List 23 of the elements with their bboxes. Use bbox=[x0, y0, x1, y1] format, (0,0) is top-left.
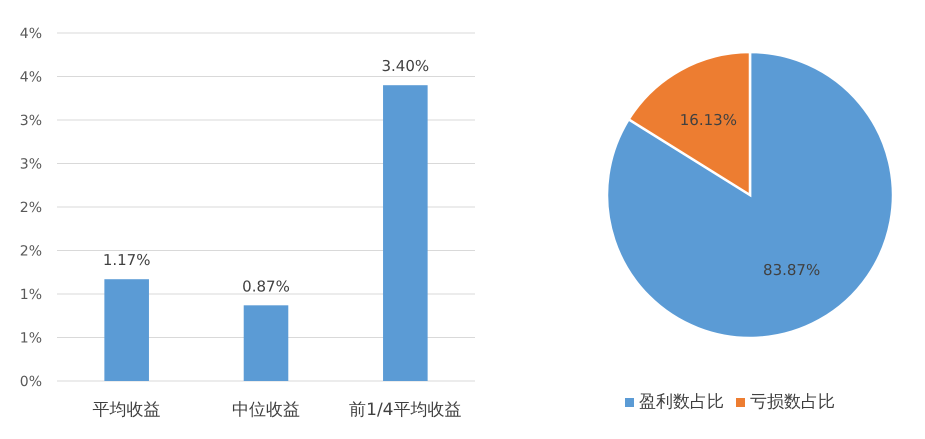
y-tick-label: 3% bbox=[20, 156, 42, 172]
bar bbox=[244, 305, 288, 381]
y-tick-label: 0% bbox=[20, 374, 42, 390]
y-tick-label: 1% bbox=[20, 287, 42, 303]
x-tick-label: 平均收益 bbox=[92, 400, 161, 420]
y-tick-label: 4% bbox=[20, 70, 42, 86]
x-tick-label: 前1/4平均收益 bbox=[349, 400, 462, 420]
x-tick-label: 中位收益 bbox=[232, 400, 300, 420]
legend-label: 盈利数占比 bbox=[639, 392, 724, 412]
bar bbox=[104, 279, 149, 381]
bar bbox=[383, 85, 428, 381]
y-tick-label: 3% bbox=[20, 113, 42, 129]
y-tick-label: 2% bbox=[20, 244, 42, 260]
data-label: 0.87% bbox=[242, 277, 290, 296]
data-label: 1.17% bbox=[102, 251, 150, 270]
legend-label: 亏损数占比 bbox=[750, 392, 835, 412]
y-tick-label: 4% bbox=[20, 26, 42, 42]
pie-slice bbox=[606, 50, 894, 340]
y-tick-label: 1% bbox=[20, 330, 42, 346]
data-label: 3.40% bbox=[382, 57, 430, 76]
data-label: 16.13% bbox=[680, 110, 737, 129]
y-tick-label: 2% bbox=[20, 200, 42, 216]
data-label: 83.87% bbox=[763, 261, 820, 280]
